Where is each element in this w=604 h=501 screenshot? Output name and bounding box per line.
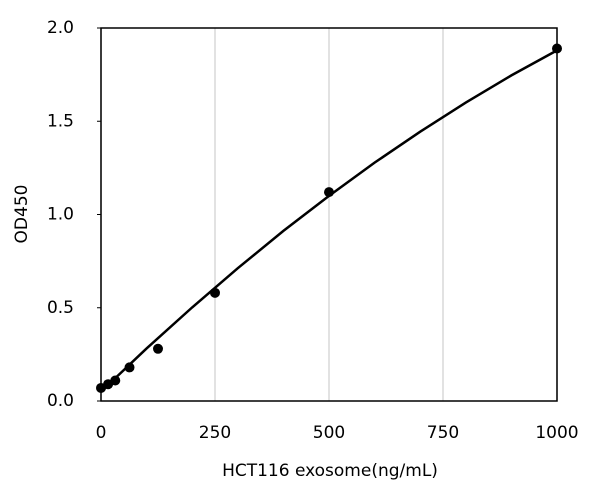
data-point bbox=[153, 343, 163, 354]
data-point bbox=[124, 362, 135, 373]
y-tick-label: 0.5 bbox=[47, 298, 74, 318]
fit-curve bbox=[100, 49, 558, 393]
x-tick-label: 750 bbox=[427, 423, 459, 443]
x-tick-label: 500 bbox=[313, 423, 345, 443]
x-tick-label: 0 bbox=[96, 423, 107, 443]
plot-frame bbox=[100, 27, 558, 402]
x-tick-label: 1000 bbox=[535, 423, 578, 443]
y-tick-label: 1.5 bbox=[47, 111, 74, 131]
x-axis-title: HCT116 exosome(ng/mL) bbox=[222, 461, 438, 481]
y-tick-label: 1.0 bbox=[47, 205, 74, 225]
y-tick-label: 2.0 bbox=[47, 18, 74, 38]
x-tick-label: 250 bbox=[199, 423, 231, 443]
data-point bbox=[110, 375, 121, 386]
y-axis-title: OD450 bbox=[12, 185, 32, 244]
y-tick-label: 0.0 bbox=[47, 391, 74, 411]
